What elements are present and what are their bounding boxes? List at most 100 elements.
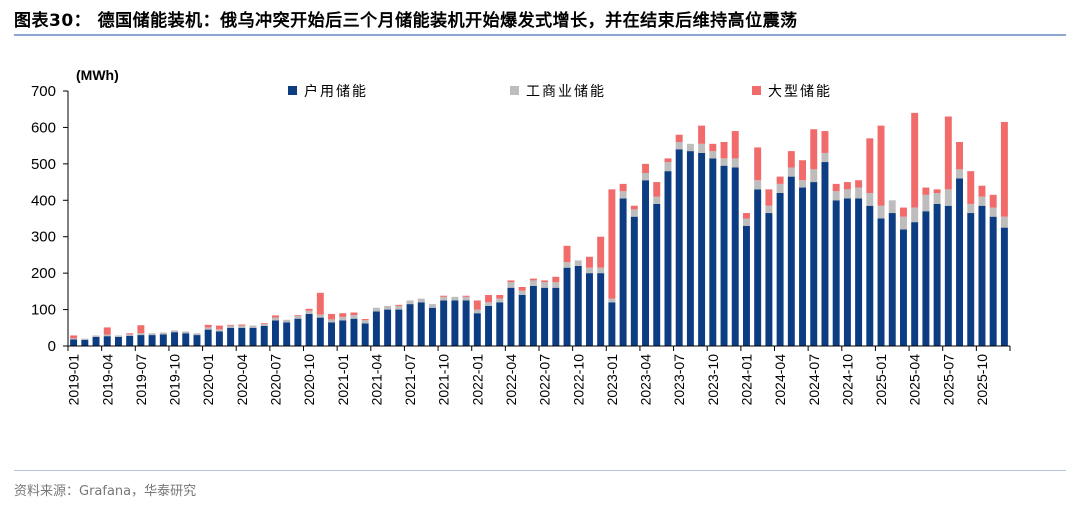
bar-segment [473, 309, 481, 314]
bar-segment [552, 287, 560, 346]
bar-segment [428, 304, 436, 308]
bar-segment [350, 318, 358, 346]
bar-segment [70, 338, 78, 340]
bar-segment [731, 167, 739, 346]
bar-segment [574, 265, 582, 346]
bar-segment [541, 282, 549, 288]
bar-segment [944, 116, 952, 190]
bar-segment [642, 163, 650, 173]
bar-segment [855, 198, 863, 346]
bar-segment [899, 216, 907, 230]
bar-segment [496, 302, 504, 346]
bar-segment [832, 183, 840, 192]
bar-segment [989, 194, 997, 208]
bar-segment [283, 319, 291, 323]
bar-segment [507, 287, 515, 346]
bar-segment [249, 325, 257, 328]
bar-segment [742, 225, 750, 346]
x-tick-label: 2024-01 [738, 354, 754, 406]
bar-segment [215, 325, 223, 330]
x-tick-label: 2020-10 [301, 354, 317, 406]
x-tick-label: 2020-01 [200, 354, 216, 406]
bar-segment [518, 286, 526, 291]
bar-segment [541, 280, 549, 283]
bar-segment [485, 295, 493, 303]
x-tick-label: 2022-04 [503, 354, 519, 406]
bar-segment [832, 191, 840, 201]
bar-segment [597, 236, 605, 268]
bar-segment [126, 333, 134, 335]
title-rule [14, 34, 1066, 36]
bar-segment [709, 151, 717, 159]
bar-segment [159, 332, 167, 335]
bar-segment [137, 335, 145, 346]
bar-segment [70, 339, 78, 346]
bar-segment [507, 280, 515, 283]
bar-segment [821, 152, 829, 163]
bar-segment [877, 205, 885, 219]
bar-segment [922, 194, 930, 212]
bar-segment [406, 300, 414, 305]
bar-segment [485, 302, 493, 306]
bar-segment [271, 317, 279, 321]
bar-segment [305, 308, 313, 311]
bar-segment [1000, 227, 1008, 346]
bar-segment [182, 333, 190, 346]
x-tick-label: 2020-07 [267, 354, 283, 406]
bar-segment [518, 290, 526, 295]
bar-segment [227, 325, 235, 328]
y-tick-label: 700 [31, 83, 56, 100]
bar-segment [585, 267, 593, 274]
bar-segment [215, 331, 223, 346]
y-tick-label: 0 [48, 338, 56, 355]
bar-segment [70, 335, 78, 339]
bar-segment [440, 300, 448, 346]
x-tick-label: 2021-04 [368, 354, 384, 406]
bar-segment [832, 200, 840, 346]
bar-segment [698, 143, 706, 153]
x-tick-label: 2022-10 [570, 354, 586, 406]
bar-segment [428, 307, 436, 346]
bar-segment [238, 327, 246, 346]
bar-segment [395, 309, 403, 346]
x-tick-label: 2023-04 [638, 354, 654, 406]
bar-segment [933, 189, 941, 193]
x-tick-label: 2024-10 [839, 354, 855, 406]
bar-segment [608, 302, 616, 346]
bar-segment [294, 315, 302, 319]
bar-segment [249, 327, 257, 346]
bar-segment [372, 311, 380, 346]
bar-segment [742, 218, 750, 226]
bar-segment [294, 318, 302, 346]
bar-segment [989, 207, 997, 217]
bar-segment [877, 125, 885, 206]
bar-segment [462, 296, 470, 301]
bar-segment [328, 319, 336, 323]
y-tick-label: 300 [31, 229, 56, 246]
x-tick-label: 2025-04 [907, 354, 923, 406]
bar-segment [731, 131, 739, 159]
bar-segment [675, 149, 683, 346]
bar-segment [417, 302, 425, 346]
bar-segment [126, 334, 134, 336]
x-tick-label: 2023-10 [705, 354, 721, 406]
bar-segment [754, 189, 762, 346]
x-tick-label: 2024-04 [772, 354, 788, 406]
bar-segment [574, 260, 582, 266]
bar-segment [653, 203, 661, 346]
bar-segment [81, 339, 89, 346]
bar-segment [642, 172, 650, 181]
bar-segment [843, 198, 851, 346]
y-axis: 0 100 200 300 400 500 600 700 [31, 83, 69, 355]
bar-segment [339, 320, 347, 346]
bar-segment [171, 330, 179, 333]
bar-segment [529, 285, 537, 346]
bar-segment [866, 205, 874, 346]
bar-segment [440, 295, 448, 297]
bar-segment [619, 183, 627, 192]
bar-segment [597, 273, 605, 346]
bar-segment [159, 334, 167, 346]
bar-segment [787, 176, 795, 346]
bar-segment [339, 313, 347, 317]
bar-segment [462, 295, 470, 297]
